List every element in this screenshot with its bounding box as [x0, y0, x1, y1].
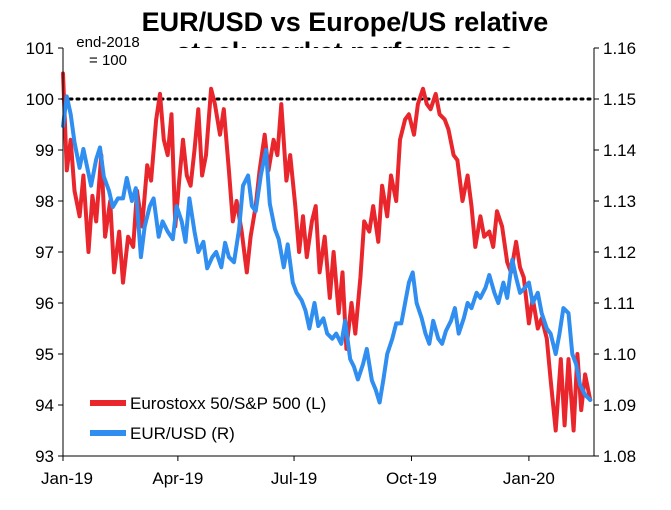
left-tick-label: 94: [35, 396, 54, 415]
right-tick-label: 1.08: [603, 447, 636, 466]
right-tick-label: 1.13: [603, 192, 636, 211]
x-axis-ticks: Jan-19 Apr-19 Jul-19 Oct-19 Jan-20: [41, 456, 555, 488]
x-tick-label: Jul-19: [271, 469, 317, 488]
x-tick-label: Jan-20: [503, 469, 555, 488]
left-tick-label: 99: [35, 141, 54, 160]
left-tick-label: 100: [26, 90, 54, 109]
right-tick-label: 1.16: [603, 39, 636, 58]
legend: Eurostoxx 50/S&P 500 (L) EUR/USD (R): [90, 394, 326, 443]
right-tick-label: 1.10: [603, 345, 636, 364]
left-axis-ticks: 93 94 95 96 97 98 99 100 101: [26, 39, 63, 466]
left-tick-label: 97: [35, 243, 54, 262]
x-tick-label: Jan-19: [41, 469, 93, 488]
legend-label-eurusd: EUR/USD (R): [130, 424, 235, 443]
right-tick-label: 1.15: [603, 90, 636, 109]
legend-label-eurostoxx: Eurostoxx 50/S&P 500 (L): [130, 394, 326, 413]
x-tick-label: Apr-19: [152, 469, 203, 488]
series-line-eurusd: [61, 94, 593, 405]
left-tick-label: 93: [35, 447, 54, 466]
right-axis-ticks: 1.08 1.09 1.10 1.11 1.12 1.13 1.14 1.15 1.16: [594, 39, 636, 466]
chart-title-line-1: EUR/USD vs Europe/US relative: [141, 7, 549, 37]
left-tick-label: 98: [35, 192, 54, 211]
x-tick-label: Oct-19: [386, 469, 437, 488]
left-tick-label: 101: [26, 39, 54, 58]
right-tick-label: 1.12: [603, 243, 636, 262]
right-tick-label: 1.11: [603, 294, 635, 313]
left-tick-label: 95: [35, 345, 54, 364]
right-tick-label: 1.14: [603, 141, 636, 160]
series-line-eurostoxx: [61, 71, 593, 433]
right-tick-label: 1.09: [603, 396, 636, 415]
left-tick-label: 96: [35, 294, 54, 313]
annotation-line-2: = 100: [89, 52, 127, 69]
series-layer: [61, 71, 593, 433]
annotation-line-1: end-2018: [76, 34, 139, 51]
